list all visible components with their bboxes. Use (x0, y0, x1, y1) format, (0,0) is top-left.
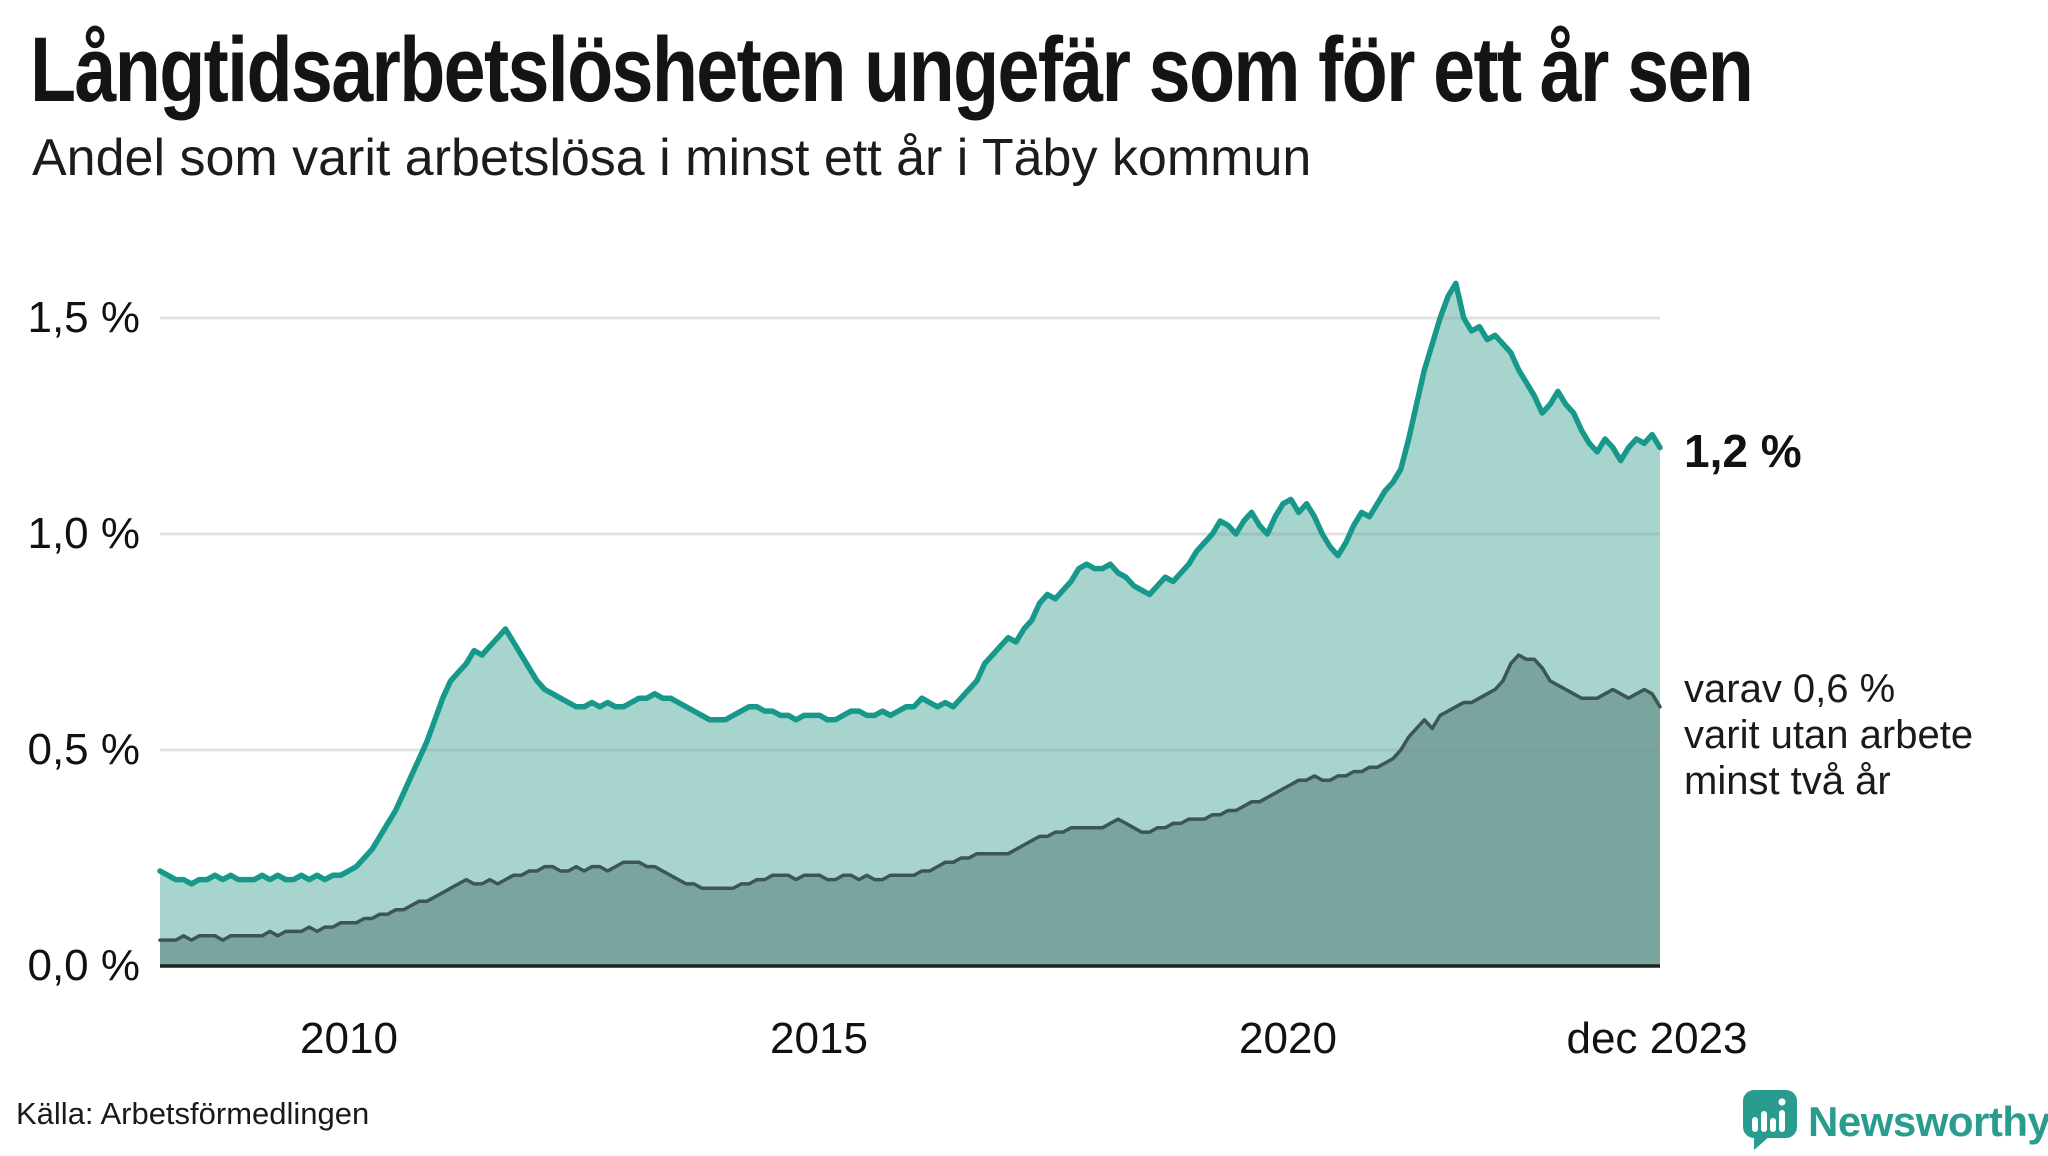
x-tick-dec-2023: dec 2023 (1566, 1014, 1748, 1063)
y-tick-0-0: 0,0 % (27, 941, 140, 990)
annotation-line-1: varav 0,6 % (1684, 667, 1896, 711)
series2-area-fill (160, 655, 1660, 966)
series1-end-value-label: 1,2 % (1684, 425, 1802, 477)
y-tick-1-0: 1,0 % (27, 509, 140, 558)
page-subtitle: Andel som varit arbetslösa i minst ett å… (32, 129, 1312, 187)
series1-line (157, 280, 1663, 887)
y-tick-1-5: 1,5 % (27, 293, 140, 342)
x-tick-2015: 2015 (770, 1014, 868, 1063)
page-title: Långtidsarbetslösheten ungefär som för e… (30, 19, 1754, 121)
newsworthy-logo-icon (1742, 1089, 1798, 1156)
series2-end-annotation: varav 0,6 % varit utan arbete minst två … (1684, 666, 1973, 804)
x-tick-2010: 2010 (300, 1014, 398, 1063)
series2-line (158, 653, 1662, 942)
annotation-line-2: varit utan arbete (1684, 713, 1974, 757)
newsworthy-logo: Newsworthy (1742, 1089, 2048, 1152)
annotation-line-3: minst två år (1684, 759, 1891, 803)
newsworthy-logo-text: Newsworthy (1808, 1098, 2048, 1145)
x-tick-2020: 2020 (1239, 1014, 1337, 1063)
y-tick-0-5: 0,5 % (27, 725, 140, 774)
source-attribution: Källa: Arbetsförmedlingen (16, 1096, 370, 1131)
